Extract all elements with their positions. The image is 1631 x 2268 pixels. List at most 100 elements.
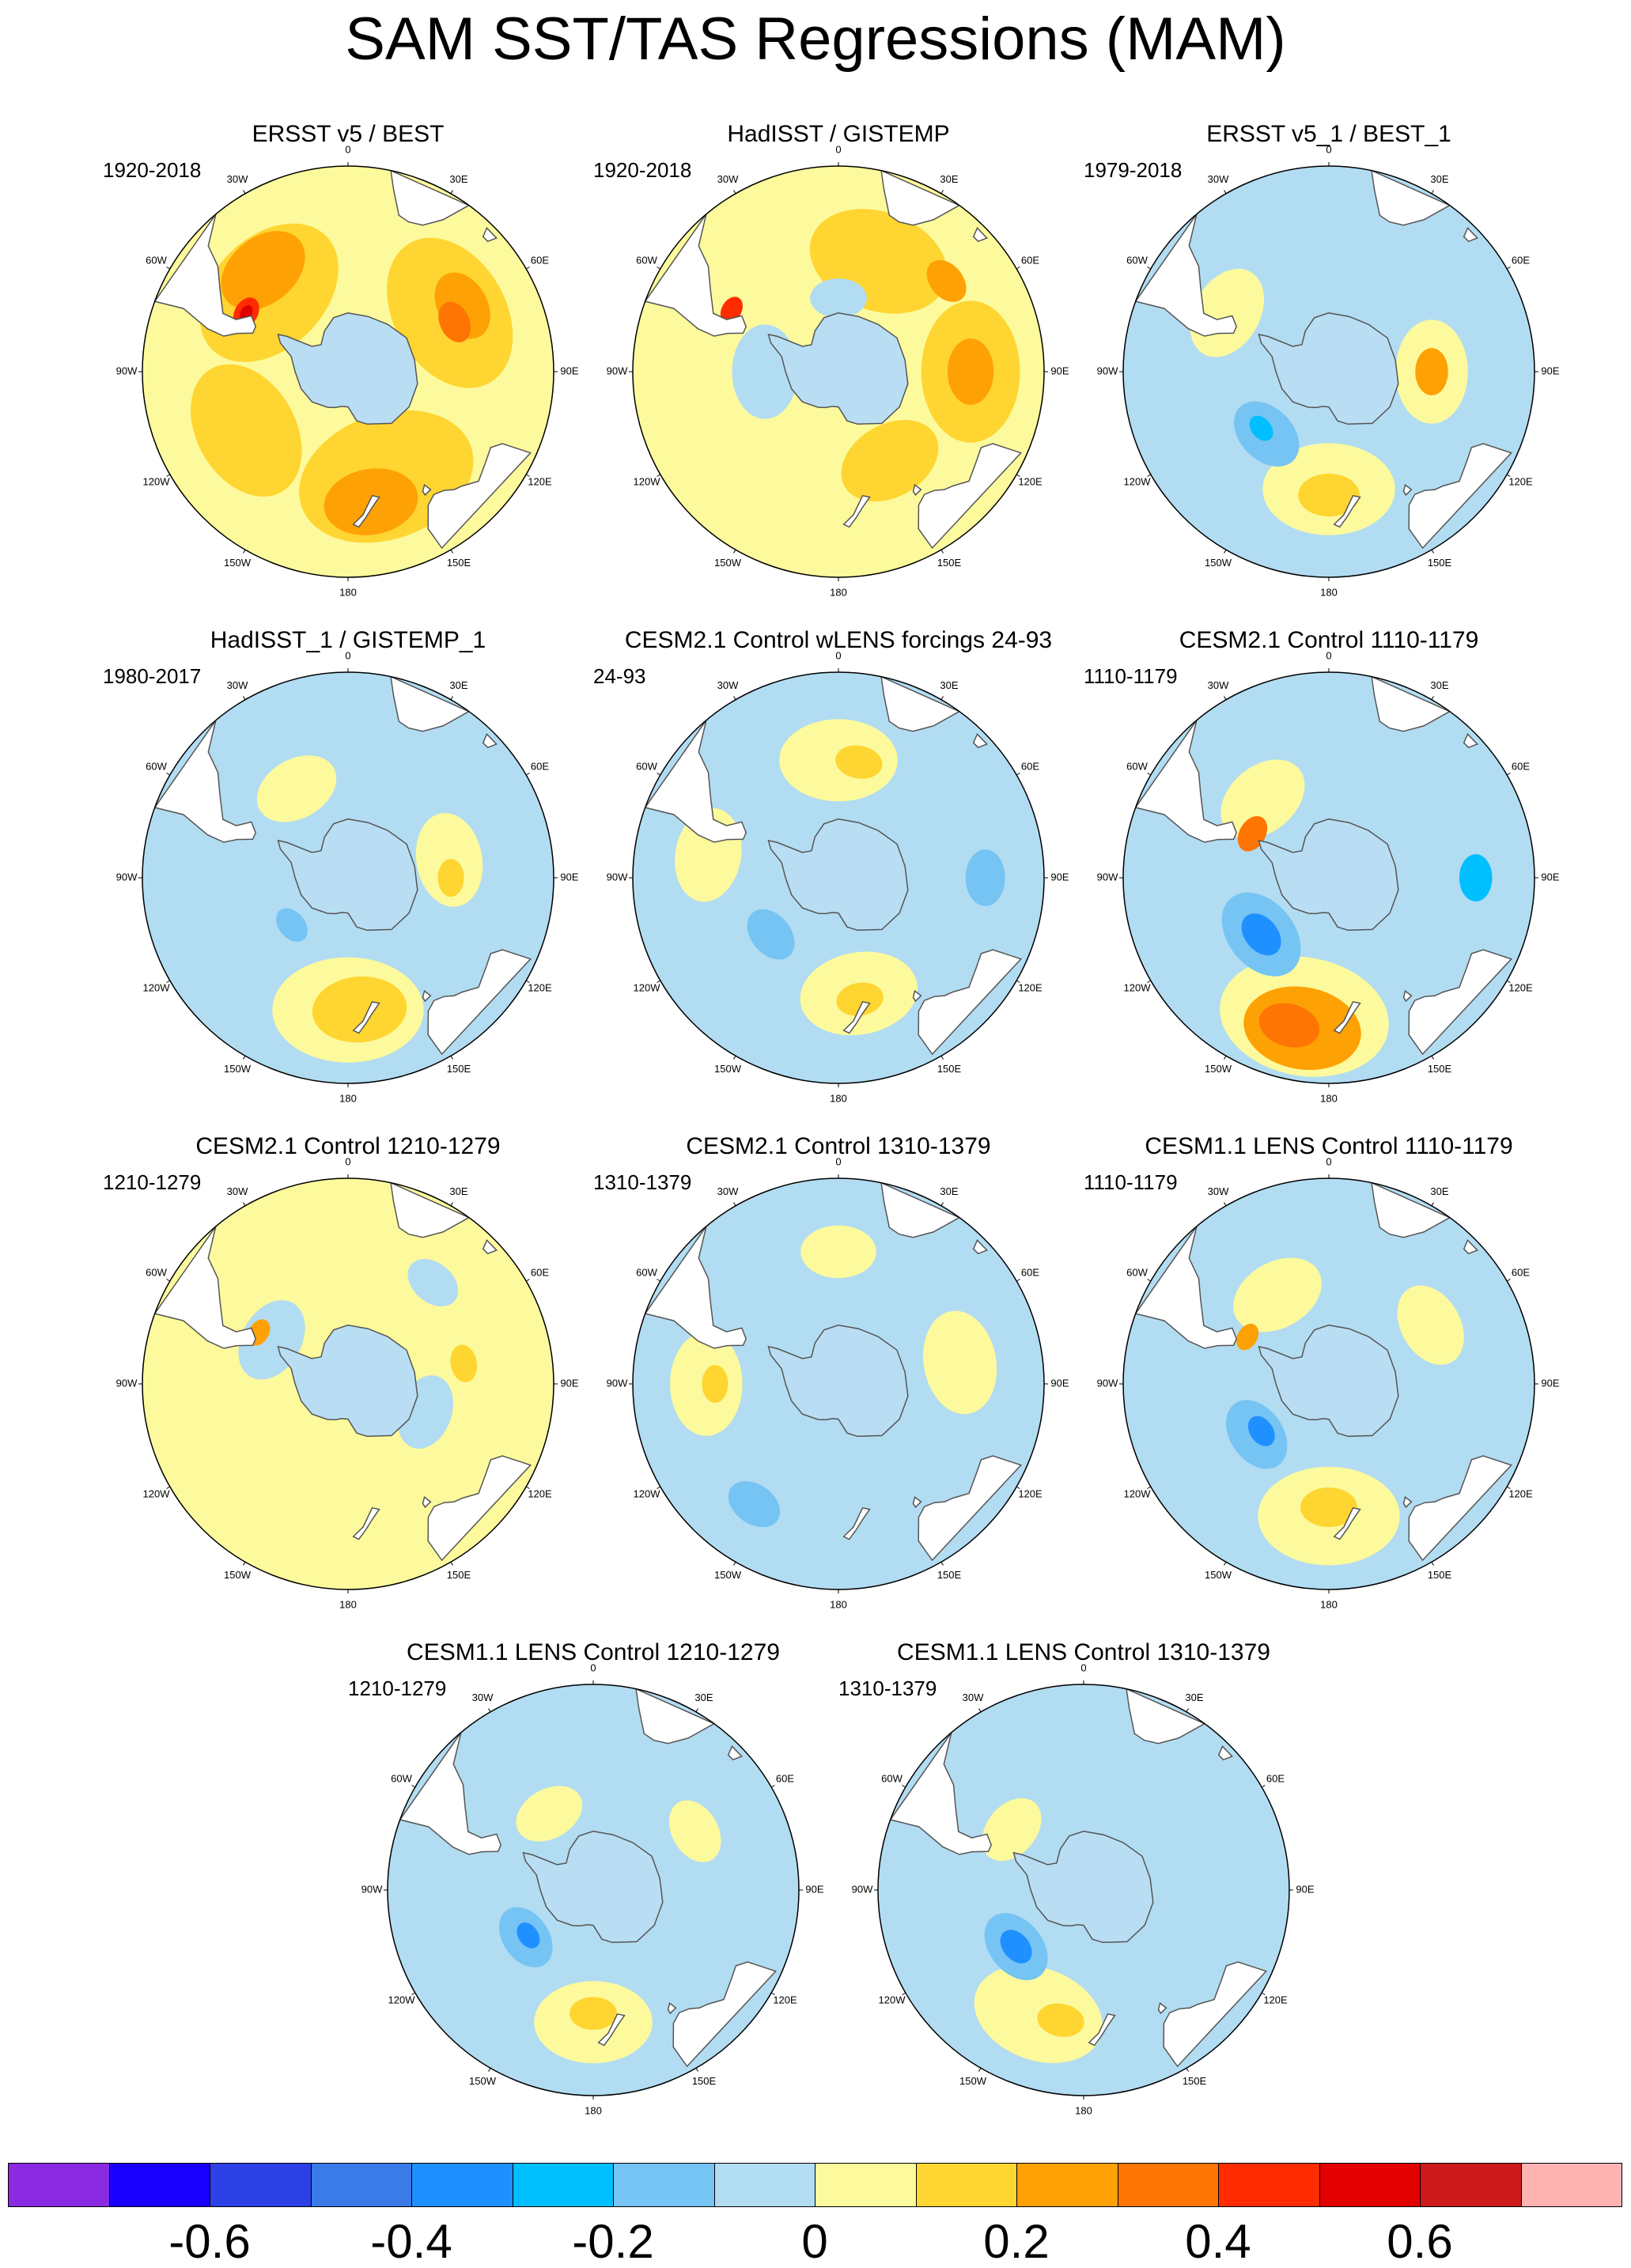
panel-title: CESM1.1 LENS Control 1210-1279: [407, 1639, 780, 1665]
lon-label: 120E: [773, 1994, 797, 2005]
lon-tick: [1016, 773, 1020, 776]
lon-label: 90W: [607, 1377, 628, 1389]
lon-label: 60W: [1126, 254, 1148, 266]
lon-label: 90E: [560, 1377, 578, 1389]
lon-tick: [695, 2067, 698, 2072]
land-mask: [972, 1238, 989, 1255]
map-panel: CESM1.1 LENS Control 1210-1279 0 30E 60E 90E…: [340, 1637, 846, 2143]
lon-label: 90E: [1050, 871, 1069, 883]
antarctica: [767, 818, 909, 932]
lon-tick: [243, 696, 246, 701]
panel-title: CESM2.1 Control 1110-1179: [1179, 627, 1479, 653]
polar-map: 0 30E 60E 90E 120E 150E 180 150W 120W 90W 60W 30W: [607, 649, 1069, 1104]
land-mask: [918, 443, 1023, 550]
lon-tick: [525, 1279, 530, 1282]
map-panel: CESM1.1 LENS Control 1110-1179 0 30E 60E 90E…: [1076, 1131, 1582, 1637]
lon-tick: [488, 1708, 491, 1713]
anomaly-contour: [312, 976, 407, 1043]
lon-label: 90W: [116, 871, 138, 883]
lon-label: 90W: [607, 365, 628, 376]
anomaly-contour: [926, 259, 967, 302]
lon-label: 30E: [449, 679, 467, 691]
lon-tick: [1224, 1202, 1227, 1207]
panel-title: ERSST v5 / BEST: [252, 121, 445, 147]
lon-label: 0: [345, 143, 350, 155]
panel-period: 1920-2018: [593, 158, 692, 182]
anomaly-contour: [275, 908, 308, 942]
lon-label: 120W: [388, 1994, 416, 2005]
anomaly-contour: [1236, 1323, 1259, 1351]
antarctica: [1258, 818, 1399, 932]
anomaly-contour: [407, 1259, 459, 1306]
polar-map: 0 30E 60E 90E 120E 150E 180 150W 120W 90W 60W 30W: [607, 1155, 1069, 1610]
land-mask: [1402, 989, 1413, 1003]
lon-tick: [1224, 549, 1227, 554]
polar-map: 0 30E 60E 90E 120E 150E 180 150W 120W 90W 60W 30W: [852, 1661, 1315, 2116]
lon-label: 30W: [472, 1692, 494, 1703]
antarctica: [1258, 312, 1399, 425]
lon-tick: [411, 1785, 416, 1788]
land-mask: [912, 1495, 922, 1509]
land-mask: [1408, 1455, 1513, 1562]
lon-tick: [450, 1055, 453, 1060]
lon-label: 120W: [634, 475, 661, 487]
lon-label: 30E: [940, 1185, 958, 1197]
anomaly-contour: [800, 1225, 876, 1279]
lon-label: 150E: [1428, 1569, 1452, 1581]
lon-label: 30E: [940, 679, 958, 691]
anomaly-contour: [841, 420, 939, 502]
lon-tick: [940, 190, 944, 195]
lon-label: 60E: [531, 1266, 549, 1278]
lon-tick: [1016, 1279, 1020, 1282]
lon-label: 120E: [528, 981, 552, 993]
lon-label: 180: [830, 1092, 847, 1104]
antarctica: [1258, 1324, 1399, 1438]
lon-label: 150E: [937, 1063, 962, 1075]
lon-label: 0: [1326, 143, 1331, 155]
lon-label: 90E: [1050, 365, 1069, 376]
anomaly-contour: [517, 1922, 540, 1949]
lon-label: 90E: [1541, 1377, 1559, 1389]
lon-label: 30W: [1208, 1185, 1229, 1197]
lon-label: 90E: [1541, 365, 1559, 376]
land-mask: [1217, 1744, 1234, 1761]
lon-tick: [978, 2067, 982, 2072]
lon-tick: [1224, 190, 1227, 195]
panel-title: CESM1.1 LENS Control 1310-1379: [897, 1639, 1270, 1665]
colorbar-label: 0: [801, 2215, 828, 2268]
land-mask: [153, 214, 257, 337]
lon-label: 30E: [1430, 173, 1448, 185]
lon-tick: [1431, 1055, 1434, 1060]
colorbar-swatch: [8, 2163, 110, 2207]
lon-tick: [1431, 1561, 1434, 1566]
panel-period: 1110-1179: [1084, 1170, 1178, 1194]
land-mask: [1088, 2013, 1116, 2047]
land-mask: [842, 494, 871, 528]
lon-label: 120E: [1508, 981, 1533, 993]
lon-label: 30E: [449, 1185, 467, 1197]
anomaly-contour: [965, 849, 1005, 906]
lon-tick: [940, 696, 944, 701]
lon-tick: [1261, 1992, 1266, 1995]
anomaly-contour: [1241, 913, 1281, 956]
lon-tick: [525, 474, 530, 477]
lon-label: 180: [339, 1598, 357, 1610]
lon-label: 90W: [1097, 1377, 1118, 1389]
colorbar-swatch: [1117, 2163, 1219, 2207]
lon-label: 0: [1326, 1155, 1331, 1167]
lon-label: 90W: [1097, 365, 1118, 376]
land-mask: [727, 1744, 744, 1761]
colorbar-label: -0.2: [572, 2215, 654, 2268]
lon-label: 150E: [937, 1569, 962, 1581]
anomaly-contour: [1415, 348, 1448, 395]
lon-tick: [450, 696, 453, 701]
lon-tick: [940, 1561, 944, 1566]
land-mask: [918, 1455, 1023, 1562]
lon-label: 150W: [1205, 557, 1232, 569]
lon-tick: [657, 980, 661, 983]
polar-map: 0 30E 60E 90E 120E 150E 180 150W 120W 90W 60W 30W: [1097, 649, 1560, 1104]
land-mask: [482, 226, 498, 243]
lon-tick: [525, 980, 530, 983]
lon-label: 120E: [1508, 1487, 1533, 1499]
colorbar-swatch: [915, 2163, 1017, 2207]
